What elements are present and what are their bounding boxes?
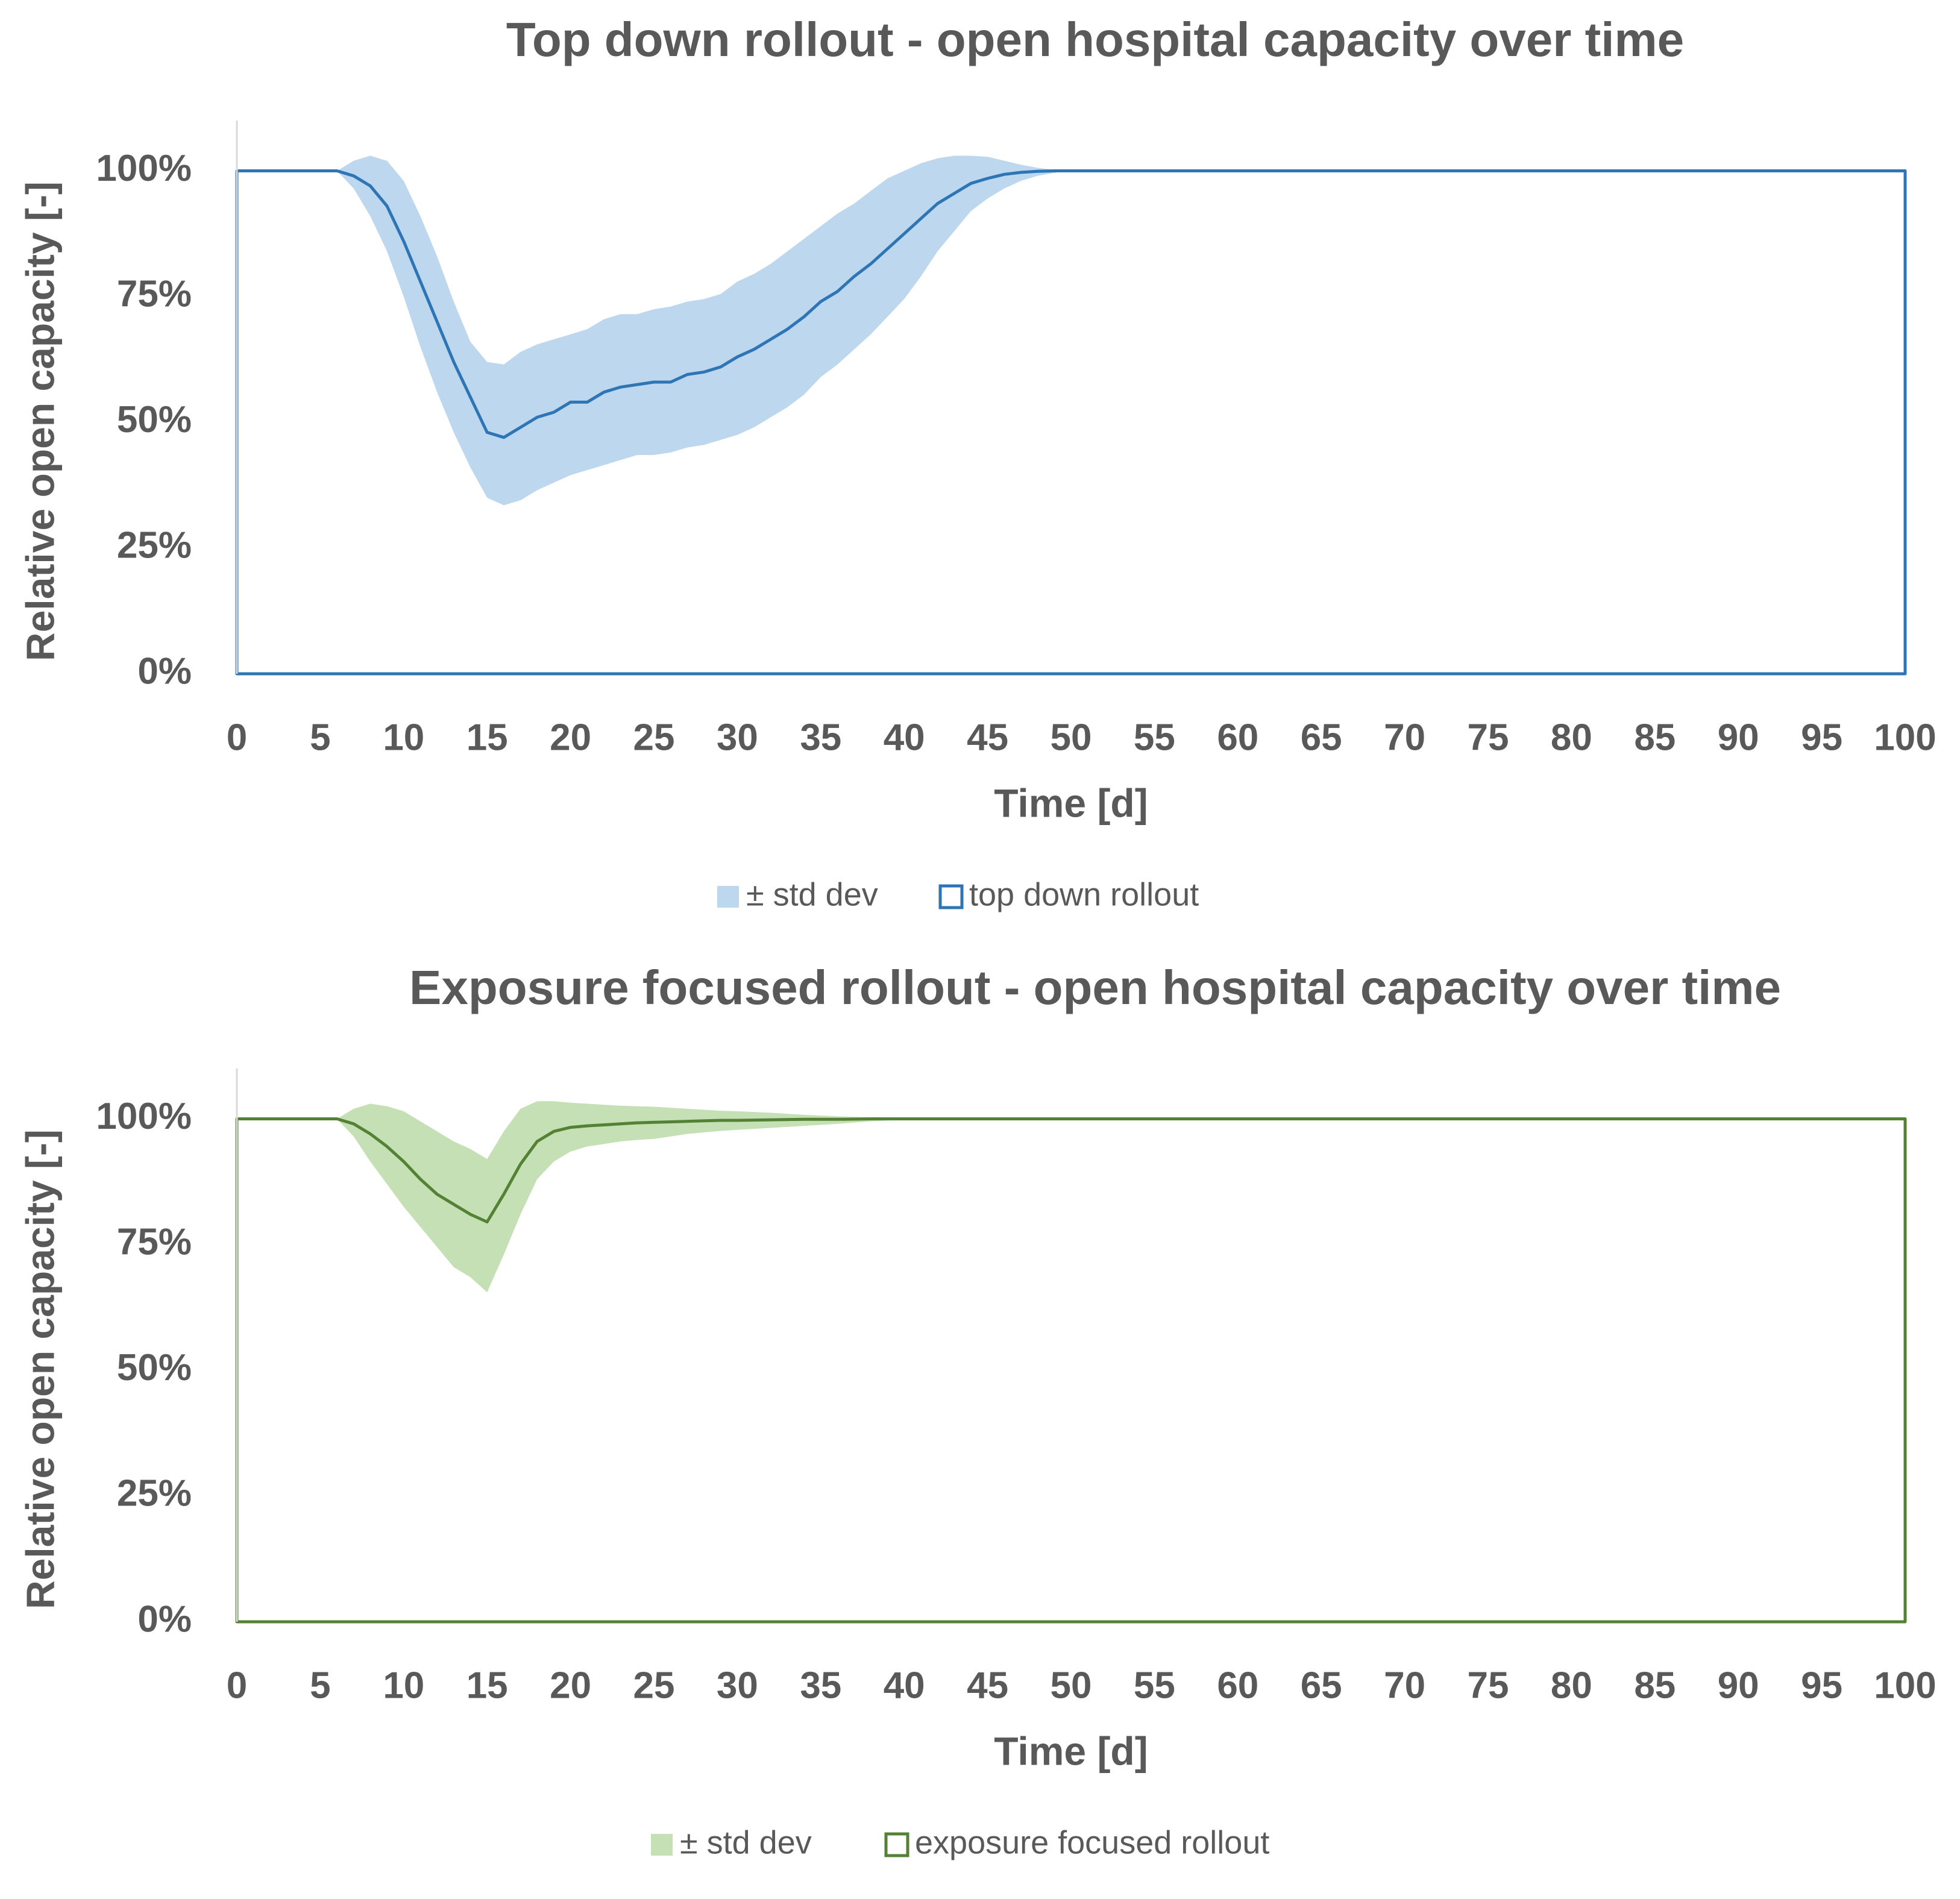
top-down-chart-panel: Top down rollout - open hospital capacit… — [0, 0, 1960, 948]
x-tick-label: 45 — [967, 1665, 1008, 1706]
x-tick-label: 65 — [1301, 717, 1342, 758]
x-tick-label: 90 — [1718, 1665, 1759, 1706]
x-axis-title: Time [d] — [994, 780, 1148, 825]
exposure-focused-chart-panel: Exposure focused rollout - open hospital… — [0, 948, 1960, 1896]
x-tick-label: 70 — [1384, 717, 1425, 758]
x-axis-title: Time [d] — [994, 1728, 1148, 1773]
legend-label-rollout: top down rollout — [969, 876, 1199, 912]
x-tick-label: 35 — [800, 1665, 841, 1706]
y-axis-title: Relative open capacity [-] — [17, 181, 62, 661]
x-tick-label: 80 — [1551, 1665, 1592, 1706]
std-dev-band — [237, 155, 1905, 506]
x-tick-label: 95 — [1801, 717, 1842, 758]
x-tick-label: 30 — [717, 1665, 758, 1706]
y-tick-label: 100% — [96, 1096, 192, 1137]
y-tick-label: 75% — [117, 1221, 192, 1263]
x-tick-label: 80 — [1551, 717, 1592, 758]
x-tick-label: 100 — [1874, 1665, 1936, 1706]
std-dev-band — [237, 1101, 1905, 1293]
x-tick-label: 75 — [1468, 1665, 1509, 1706]
y-tick-label: 25% — [117, 525, 192, 567]
y-tick-label: 25% — [117, 1473, 192, 1514]
x-tick-label: 65 — [1301, 1665, 1342, 1706]
y-axis-title: Relative open capacity [-] — [17, 1129, 62, 1609]
legend: ± std dev exposure focused rollout — [651, 1824, 1269, 1860]
chart-title: Exposure focused rollout - open hospital… — [409, 961, 1781, 1014]
x-tick-label: 50 — [1051, 1665, 1092, 1706]
y-tick-label: 100% — [96, 148, 192, 189]
x-tick-label: 20 — [550, 717, 591, 758]
x-tick-label: 25 — [633, 1665, 675, 1706]
x-tick-label: 0 — [227, 1665, 247, 1706]
x-tick-label: 40 — [884, 1665, 925, 1706]
x-tick-label: 5 — [310, 1665, 330, 1706]
x-tick-label: 15 — [466, 1665, 508, 1706]
legend-label-std-dev: ± std dev — [746, 876, 878, 912]
x-tick-label: 90 — [1718, 717, 1759, 758]
x-tick-label: 5 — [310, 717, 330, 758]
series-line — [235, 1117, 1907, 1624]
y-tick-label: 50% — [117, 399, 192, 441]
y-tick-label: 0% — [137, 1598, 192, 1640]
x-tick-label: 75 — [1468, 717, 1509, 758]
x-tick-label: 50 — [1051, 717, 1092, 758]
x-tick-label: 35 — [800, 717, 841, 758]
x-tick-label: 10 — [383, 717, 424, 758]
x-tick-label: 30 — [717, 717, 758, 758]
legend-swatch-std-dev — [717, 886, 739, 908]
legend-label-std-dev: ± std dev — [680, 1824, 812, 1860]
x-tick-label: 60 — [1217, 1665, 1258, 1706]
legend: ± std dev top down rollout — [717, 876, 1199, 912]
x-tick-label: 70 — [1384, 1665, 1425, 1706]
series-line — [235, 169, 1907, 676]
exposure-focused-chart: Exposure focused rollout - open hospital… — [17, 961, 1936, 1860]
x-tick-label: 55 — [1134, 717, 1175, 758]
x-tick-label: 85 — [1634, 1665, 1676, 1706]
x-tick-label: 25 — [633, 717, 675, 758]
x-tick-label: 85 — [1634, 717, 1676, 758]
legend-swatch-std-dev — [651, 1834, 673, 1856]
legend-label-rollout: exposure focused rollout — [915, 1824, 1269, 1860]
x-tick-label: 45 — [967, 717, 1008, 758]
x-tick-label: 100 — [1874, 717, 1936, 758]
y-tick-label: 75% — [117, 273, 192, 315]
x-tick-label: 20 — [550, 1665, 591, 1706]
legend-swatch-rollout — [938, 884, 964, 909]
y-tick-label: 0% — [137, 650, 192, 692]
x-tick-label: 95 — [1801, 1665, 1842, 1706]
legend-swatch-rollout — [884, 1832, 909, 1857]
chart-title: Top down rollout - open hospital capacit… — [506, 13, 1684, 66]
y-tick-label: 50% — [117, 1347, 192, 1389]
x-tick-label: 10 — [383, 1665, 424, 1706]
x-tick-label: 55 — [1134, 1665, 1175, 1706]
x-tick-label: 15 — [466, 717, 508, 758]
x-tick-label: 40 — [884, 717, 925, 758]
top-down-chart: Top down rollout - open hospital capacit… — [17, 13, 1936, 912]
x-tick-label: 60 — [1217, 717, 1258, 758]
x-tick-label: 0 — [227, 717, 247, 758]
